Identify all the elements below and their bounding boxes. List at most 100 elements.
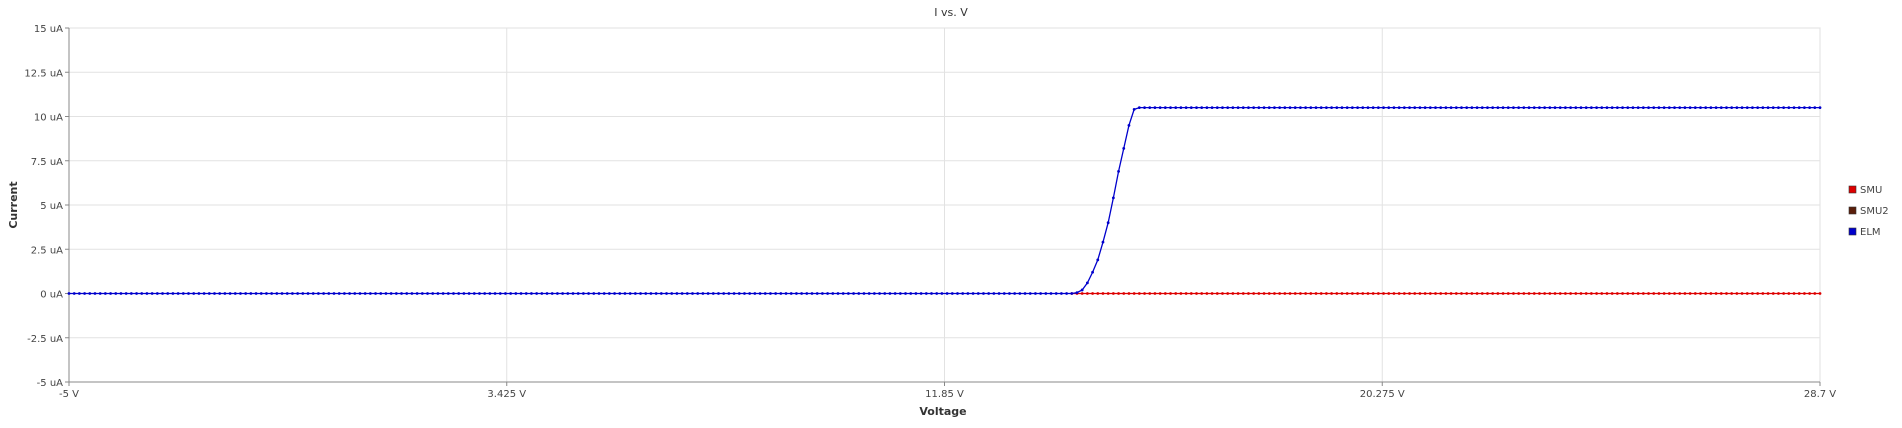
legend-label: SMU2 bbox=[1860, 206, 1889, 217]
data-point bbox=[1434, 106, 1437, 110]
data-point bbox=[1470, 292, 1474, 295]
data-point bbox=[1719, 292, 1723, 295]
data-point bbox=[1480, 106, 1484, 110]
data-point bbox=[301, 292, 305, 295]
data-point bbox=[436, 292, 440, 295]
data-point bbox=[379, 292, 383, 295]
data-point bbox=[394, 292, 398, 295]
data-point bbox=[1117, 169, 1120, 173]
x-tick-label: 28.7 V bbox=[1804, 389, 1836, 400]
data-point bbox=[1725, 292, 1728, 295]
data-point bbox=[1299, 106, 1302, 110]
data-point bbox=[909, 292, 913, 295]
data-point bbox=[1387, 292, 1391, 295]
x-tick-label: 3.425 V bbox=[487, 389, 526, 400]
data-point bbox=[498, 292, 502, 295]
data-point bbox=[748, 292, 752, 295]
data-point bbox=[779, 292, 783, 295]
data-point bbox=[1314, 292, 1318, 295]
data-point bbox=[374, 292, 377, 295]
data-point bbox=[982, 292, 985, 295]
data-point bbox=[924, 292, 928, 295]
data-point bbox=[1179, 106, 1183, 110]
data-point bbox=[1179, 292, 1183, 295]
data-point bbox=[493, 292, 497, 295]
data-point bbox=[1096, 292, 1100, 295]
data-point bbox=[649, 292, 653, 295]
chart-title: I vs. V bbox=[934, 6, 968, 19]
data-point bbox=[400, 292, 403, 295]
data-point bbox=[1153, 292, 1157, 295]
y-tick-label: 15 uA bbox=[34, 24, 63, 35]
data-point bbox=[1475, 106, 1479, 110]
data-point bbox=[1688, 292, 1692, 295]
data-point bbox=[1667, 292, 1671, 295]
legend-swatch bbox=[1848, 185, 1857, 194]
data-point bbox=[1195, 292, 1198, 295]
data-point bbox=[1350, 292, 1354, 295]
data-point bbox=[722, 292, 726, 295]
data-point bbox=[1771, 106, 1775, 110]
data-point bbox=[1148, 292, 1152, 295]
data-point bbox=[1631, 292, 1635, 295]
data-point bbox=[1221, 292, 1224, 295]
legend-label: SMU bbox=[1860, 185, 1882, 196]
data-point bbox=[306, 292, 310, 295]
data-point bbox=[613, 292, 616, 295]
data-point bbox=[1205, 106, 1209, 110]
data-point bbox=[597, 292, 601, 295]
data-point bbox=[1475, 292, 1479, 295]
data-point bbox=[1662, 292, 1666, 295]
data-point bbox=[1423, 106, 1427, 110]
series-elm bbox=[67, 106, 1822, 295]
data-point bbox=[1397, 292, 1401, 295]
data-point bbox=[1496, 106, 1500, 110]
data-point bbox=[1319, 106, 1323, 110]
x-tick-label: 20.275 V bbox=[1360, 389, 1405, 400]
data-point bbox=[743, 292, 746, 295]
data-point bbox=[1719, 106, 1723, 110]
data-point bbox=[1454, 106, 1458, 110]
data-point bbox=[1693, 292, 1697, 295]
data-point bbox=[1096, 258, 1100, 262]
data-point bbox=[1350, 106, 1354, 110]
data-point bbox=[1730, 292, 1734, 295]
x-tick-label: 11.85 V bbox=[925, 389, 964, 400]
data-point bbox=[883, 292, 887, 295]
y-tick-label: 10 uA bbox=[34, 113, 63, 124]
data-point bbox=[1054, 292, 1058, 295]
data-point bbox=[420, 292, 424, 295]
data-point bbox=[711, 292, 715, 295]
data-point bbox=[966, 292, 970, 295]
data-point bbox=[213, 292, 216, 295]
data-point bbox=[1512, 106, 1515, 110]
data-point bbox=[1371, 106, 1375, 110]
data-point bbox=[1283, 106, 1287, 110]
data-point bbox=[1621, 106, 1624, 110]
data-point bbox=[218, 292, 222, 295]
data-point bbox=[1241, 106, 1245, 110]
data-point bbox=[1683, 292, 1687, 295]
data-point bbox=[1065, 292, 1068, 295]
data-point bbox=[1527, 292, 1531, 295]
data-point bbox=[1610, 292, 1614, 295]
x-tick-label: -5 V bbox=[59, 389, 79, 400]
data-point bbox=[1324, 292, 1328, 295]
data-point bbox=[77, 292, 81, 295]
y-tick-label: 2.5 uA bbox=[31, 245, 63, 256]
y-tick-label: -5 uA bbox=[37, 378, 63, 389]
data-point bbox=[202, 292, 206, 295]
data-point bbox=[1122, 146, 1126, 150]
data-point bbox=[940, 292, 944, 295]
data-point bbox=[1273, 292, 1276, 295]
data-point bbox=[1538, 106, 1541, 110]
data-point bbox=[1803, 292, 1806, 295]
data-point bbox=[1428, 106, 1432, 110]
data-point bbox=[1792, 106, 1796, 110]
data-point bbox=[415, 292, 419, 295]
data-point bbox=[1589, 292, 1593, 295]
data-point bbox=[1241, 292, 1245, 295]
data-point bbox=[228, 292, 232, 295]
data-point bbox=[1558, 292, 1562, 295]
data-point bbox=[1049, 292, 1053, 295]
